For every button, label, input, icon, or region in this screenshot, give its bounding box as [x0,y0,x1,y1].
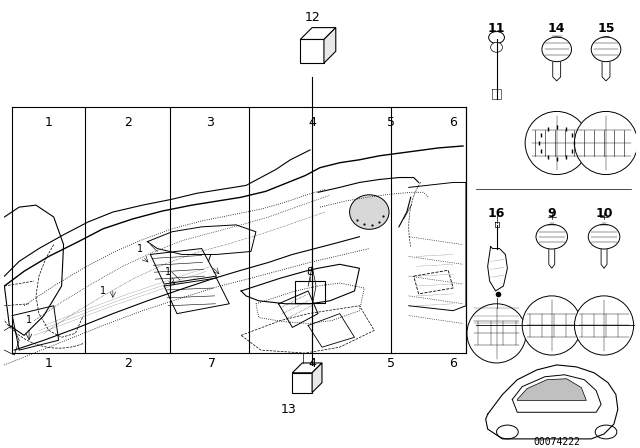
Text: 1: 1 [165,267,171,277]
Circle shape [575,112,637,175]
Circle shape [575,296,634,355]
Circle shape [525,112,588,175]
Bar [300,39,324,63]
Ellipse shape [497,425,518,439]
Text: 15: 15 [597,22,615,34]
Text: 2: 2 [124,116,132,129]
Text: 5: 5 [387,116,395,129]
Bar [292,373,312,392]
Text: 1: 1 [100,286,106,296]
Polygon shape [517,379,586,401]
Ellipse shape [591,37,621,62]
Text: 4: 4 [308,357,316,370]
Text: 16: 16 [488,207,505,220]
Ellipse shape [595,425,617,439]
Ellipse shape [489,31,504,43]
Text: 8: 8 [307,267,314,277]
Text: 9: 9 [547,207,556,220]
Text: 1: 1 [138,245,143,254]
Ellipse shape [349,195,389,229]
Circle shape [467,304,526,363]
Text: 1: 1 [45,357,52,370]
Ellipse shape [542,37,572,62]
Text: 00074222: 00074222 [533,437,580,447]
Text: 6: 6 [449,357,457,370]
Polygon shape [324,28,336,63]
Text: 1: 1 [26,315,32,325]
Text: 1: 1 [45,116,52,129]
Text: 5: 5 [387,357,395,370]
Text: 7: 7 [207,357,216,370]
Text: 13: 13 [280,403,296,416]
Text: 4: 4 [308,116,316,129]
Polygon shape [300,28,336,39]
Text: 7: 7 [205,254,212,264]
Ellipse shape [588,224,620,249]
Ellipse shape [491,43,502,52]
Text: 12: 12 [304,11,320,24]
Text: 3: 3 [205,116,214,129]
Text: 6: 6 [449,116,457,129]
Text: 10: 10 [595,207,612,220]
Polygon shape [292,363,322,373]
Ellipse shape [536,224,568,249]
Text: 11: 11 [488,22,506,34]
Text: 14: 14 [548,22,566,34]
Polygon shape [312,363,322,392]
Text: 2: 2 [124,357,132,370]
Bar [295,281,325,303]
Circle shape [522,296,581,355]
